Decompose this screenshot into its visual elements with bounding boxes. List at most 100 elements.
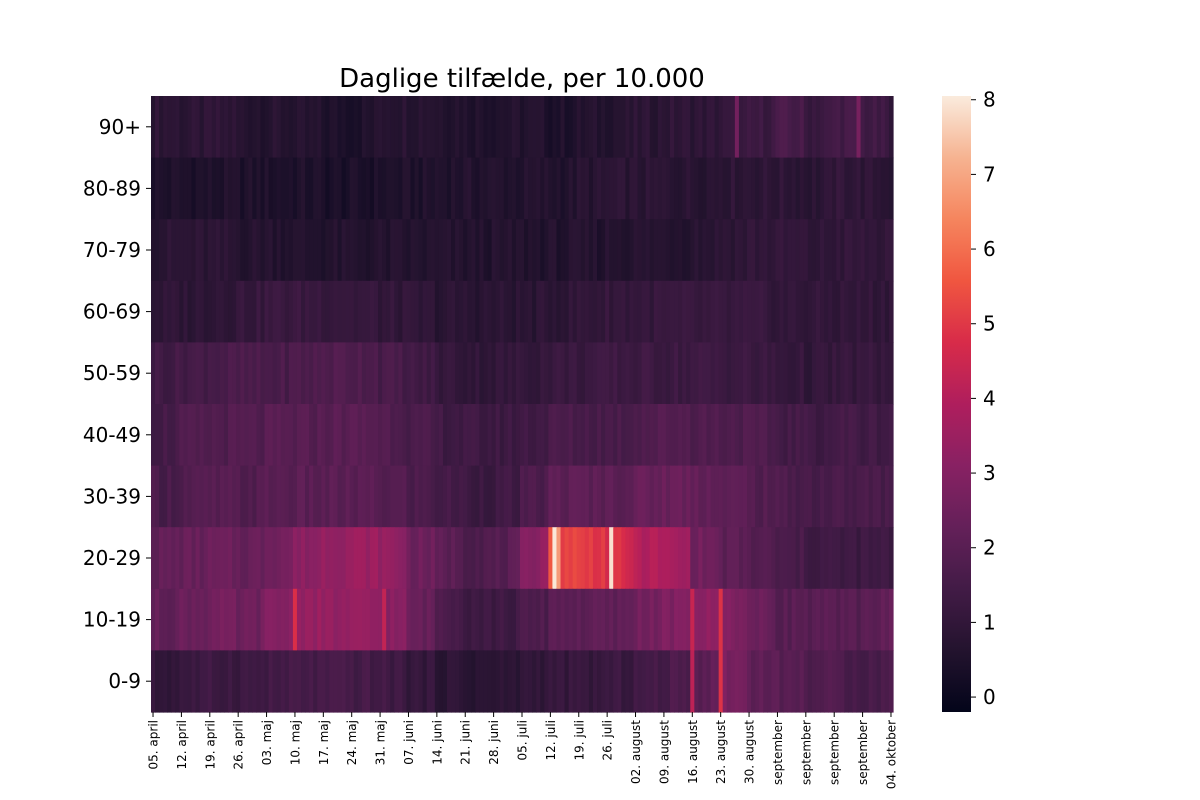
heatmap-cell	[528, 219, 533, 282]
heatmap-cell	[880, 219, 886, 282]
heatmap-cell	[313, 96, 318, 159]
heatmap-cell	[159, 465, 164, 528]
heatmap-cell	[191, 96, 197, 159]
heatmap-cell	[426, 404, 432, 467]
heatmap-cell	[410, 280, 416, 343]
heatmap-cell	[584, 280, 590, 343]
heatmap-cell	[398, 280, 403, 343]
heatmap-cell	[714, 157, 720, 220]
heatmap-cell	[876, 527, 882, 590]
heatmap-cell	[248, 280, 253, 343]
heatmap-cell	[276, 280, 282, 343]
heatmap-cell	[678, 157, 683, 220]
heatmap-cell	[475, 465, 481, 528]
heatmap-cell	[215, 342, 221, 405]
heatmap-cell	[888, 404, 894, 467]
heatmap-cell	[503, 96, 509, 159]
heatmap-cell	[240, 465, 245, 528]
heatmap-cell	[836, 157, 841, 220]
heatmap-cell	[232, 280, 237, 343]
heatmap-cell	[321, 588, 326, 651]
heatmap-cell	[280, 280, 286, 343]
heatmap-cell	[661, 342, 667, 405]
heatmap-cell	[455, 280, 460, 343]
heatmap-cell	[438, 157, 444, 220]
heatmap-cell	[690, 157, 695, 220]
heatmap-cell	[795, 527, 801, 590]
heatmap-cell	[414, 465, 420, 528]
heatmap-cell	[479, 465, 485, 528]
heatmap-cell	[455, 650, 460, 713]
heatmap-cell	[519, 342, 525, 405]
heatmap-cell	[880, 527, 886, 590]
heatmap-cell	[844, 342, 849, 405]
heatmap-cell	[175, 404, 180, 467]
heatmap-cell	[179, 527, 185, 590]
heatmap-cell	[564, 280, 570, 343]
heatmap-cell	[649, 527, 655, 590]
heatmap-cell	[597, 96, 602, 159]
heatmap-cell	[613, 342, 618, 405]
heatmap-cell	[702, 219, 708, 282]
heatmap-cell	[759, 342, 764, 405]
heatmap-cell	[301, 650, 306, 713]
heatmap-cell	[653, 465, 659, 528]
heatmap-cell	[674, 96, 679, 159]
heatmap-cell	[187, 465, 193, 528]
heatmap-cell	[175, 96, 180, 159]
heatmap-cell	[252, 96, 258, 159]
heatmap-cell	[215, 157, 221, 220]
heatmap-cell	[345, 650, 351, 713]
heatmap-cell	[747, 404, 752, 467]
heatmap-cell	[706, 219, 712, 282]
heatmap-cell	[840, 465, 845, 528]
heatmap-cell	[791, 219, 797, 282]
heatmap-cell	[195, 342, 201, 405]
heatmap-cell	[694, 465, 699, 528]
heatmap-cell	[487, 280, 493, 343]
heatmap-cell	[552, 280, 558, 343]
heatmap-cell	[609, 527, 614, 590]
heatmap-cell	[605, 342, 610, 405]
heatmap-cell	[661, 219, 667, 282]
y-tick-label: 90+	[99, 115, 141, 139]
heatmap-cell	[386, 342, 391, 405]
heatmap-cell	[418, 280, 424, 343]
heatmap-cell	[852, 465, 858, 528]
heatmap-cell	[734, 342, 740, 405]
heatmap-cell	[787, 96, 793, 159]
heatmap-cell	[446, 157, 452, 220]
heatmap-cell	[163, 280, 168, 343]
heatmap-cell	[747, 465, 752, 528]
heatmap-cell	[459, 96, 464, 159]
heatmap-cell	[313, 157, 318, 220]
heatmap-cell	[738, 527, 744, 590]
heatmap-cell	[544, 342, 549, 405]
heatmap-cell	[151, 588, 156, 651]
heatmap-cell	[564, 588, 570, 651]
heatmap-cell	[726, 650, 732, 713]
heatmap-cell	[836, 96, 841, 159]
heatmap-cell	[240, 280, 245, 343]
heatmap-cell	[828, 527, 833, 590]
heatmap-cell	[292, 219, 298, 282]
heatmap-cell	[613, 96, 618, 159]
heatmap-cell	[730, 465, 736, 528]
heatmap-cell	[682, 404, 687, 467]
heatmap-cell	[410, 157, 416, 220]
heatmap-cell	[430, 157, 436, 220]
heatmap-cell	[820, 527, 825, 590]
heatmap-cell	[584, 96, 590, 159]
heatmap-cell	[576, 650, 582, 713]
heatmap-cell	[747, 342, 752, 405]
heatmap-cell	[856, 280, 862, 343]
heatmap-cell	[305, 342, 310, 405]
heatmap-cell	[726, 280, 732, 343]
heatmap-cell	[183, 404, 189, 467]
heatmap-cell	[333, 219, 339, 282]
heatmap-cell	[605, 280, 610, 343]
heatmap-cell	[702, 280, 708, 343]
heatmap-cell	[682, 96, 687, 159]
heatmap-cell	[296, 96, 302, 159]
heatmap-cell	[487, 96, 493, 159]
